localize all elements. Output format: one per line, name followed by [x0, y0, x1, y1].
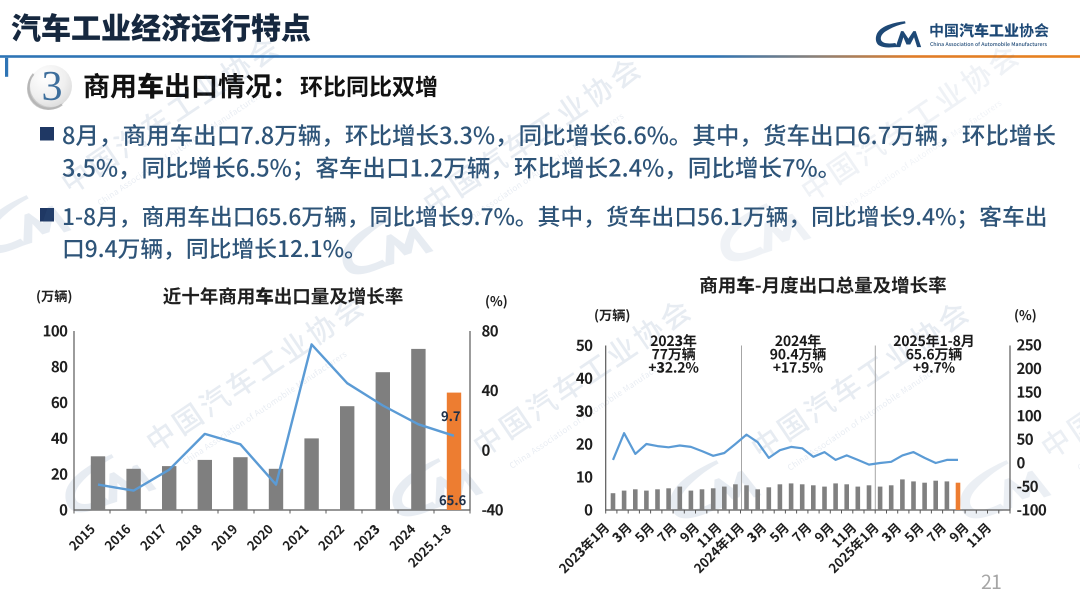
- svg-text:3: 3: [42, 64, 63, 110]
